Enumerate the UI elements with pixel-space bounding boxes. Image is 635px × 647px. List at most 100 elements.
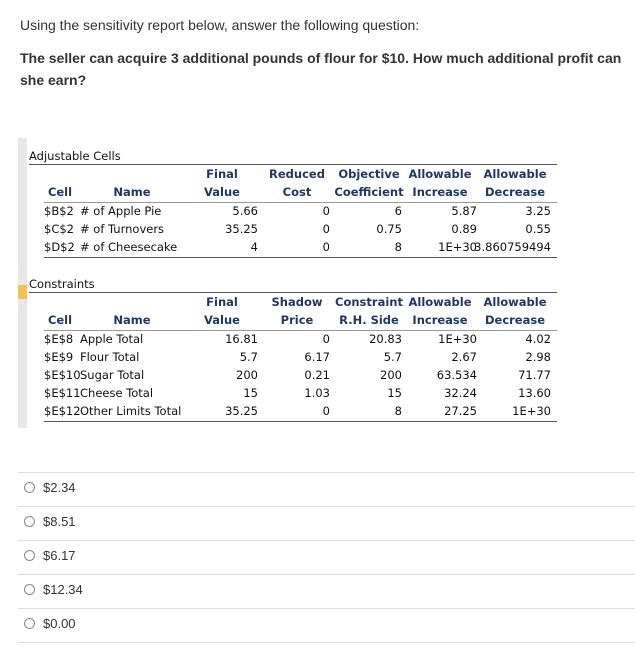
cell: 2.98 <box>525 350 551 364</box>
cell: 1.03 <box>304 386 330 400</box>
radio-button[interactable] <box>24 550 35 561</box>
radio-button[interactable] <box>24 618 35 629</box>
column-header: Decrease <box>484 185 546 199</box>
cell: 2.67 <box>451 350 477 364</box>
option-label[interactable]: $12.34 <box>43 582 83 597</box>
cell: # of Cheesecake <box>80 240 178 254</box>
cell: $B$2 <box>44 204 74 218</box>
column-header: Final <box>206 295 238 309</box>
separator <box>18 642 635 643</box>
radio-button[interactable] <box>24 584 35 595</box>
rule <box>44 257 557 258</box>
cell: 5.87 <box>451 204 477 218</box>
cell: $C$2 <box>44 222 74 236</box>
cell: 1E+30 <box>438 332 477 346</box>
column-header: Name <box>113 185 151 199</box>
rule <box>44 330 557 331</box>
cell: 4 <box>250 240 258 254</box>
option-label[interactable]: $8.51 <box>43 514 76 529</box>
cell: Other Limits Total <box>80 404 182 418</box>
sheet-marker <box>18 285 27 299</box>
cell: # of Turnovers <box>80 222 165 236</box>
section-title: Adjustable Cells <box>29 149 121 163</box>
column-header: Increase <box>412 313 468 327</box>
cell: 4.02 <box>525 332 551 346</box>
option-label[interactable]: $6.17 <box>43 548 76 563</box>
column-header: Final <box>206 167 238 181</box>
column-header: Coefficient <box>334 185 404 199</box>
cell: 6 <box>394 204 402 218</box>
cell: Apple Total <box>80 332 144 346</box>
cell: 16.81 <box>225 332 258 346</box>
cell: 0.89 <box>451 222 477 236</box>
cell: 1E+30 <box>512 404 551 418</box>
cell: 8 <box>394 404 402 418</box>
cell: 6.17 <box>304 350 330 364</box>
cell: 15 <box>387 386 402 400</box>
cell: 20.83 <box>369 332 402 346</box>
cell: 15 <box>243 386 258 400</box>
cell: 35.25 <box>225 404 258 418</box>
cell: 0 <box>322 240 330 254</box>
cell: 3.25 <box>525 204 551 218</box>
cell: $E$11 <box>44 386 81 400</box>
column-header: Allowable <box>483 295 547 309</box>
rule <box>44 202 557 203</box>
cell: 200 <box>236 368 258 382</box>
cell: 0.21 <box>304 368 330 382</box>
separator <box>18 506 635 507</box>
section-title: Constraints <box>29 277 95 291</box>
cell: 1E+30 <box>438 240 477 254</box>
column-header: Decrease <box>484 313 546 327</box>
column-header: Allowable <box>483 167 547 181</box>
separator <box>18 472 635 473</box>
option-label[interactable]: $0.00 <box>43 616 76 631</box>
cell: $D$2 <box>44 240 75 254</box>
cell: 0 <box>322 332 330 346</box>
cell: 5.7 <box>383 350 402 364</box>
cell: 200 <box>380 368 402 382</box>
column-header: Increase <box>412 185 468 199</box>
column-header: Cost <box>282 185 312 199</box>
cell: Sugar Total <box>80 368 145 382</box>
cell: 8 <box>394 240 402 254</box>
cell: $E$8 <box>44 332 74 346</box>
cell: 35.25 <box>225 222 258 236</box>
radio-button[interactable] <box>24 516 35 527</box>
cell: 0 <box>322 204 330 218</box>
separator <box>18 608 635 609</box>
cell: Flour Total <box>80 350 140 364</box>
column-header: Price <box>280 313 314 327</box>
cell: 0.55 <box>525 222 551 236</box>
rule <box>29 292 557 293</box>
question-text: The seller can acquire 3 additional poun… <box>20 50 622 88</box>
column-header: Value <box>204 185 240 199</box>
separator <box>18 540 635 541</box>
cell: 32.24 <box>444 386 477 400</box>
cell: $E$10 <box>44 368 81 382</box>
column-header: Allowable <box>408 167 472 181</box>
cell: 3.860759494 <box>474 240 551 254</box>
column-header: Value <box>204 313 240 327</box>
cell: # of Apple Pie <box>80 204 162 218</box>
column-header: Cell <box>47 185 73 199</box>
cell: Cheese Total <box>80 386 154 400</box>
cell: 0.75 <box>376 222 402 236</box>
rule <box>44 421 557 422</box>
cell: 5.7 <box>239 350 258 364</box>
cell: $E$9 <box>44 350 74 364</box>
column-header: Reduced <box>269 167 325 181</box>
column-header: Objective <box>338 167 400 181</box>
cell: 63.534 <box>436 368 477 382</box>
option-label[interactable]: $2.34 <box>43 480 76 495</box>
cell: 0 <box>322 404 330 418</box>
column-header: Allowable <box>408 295 472 309</box>
cell: 71.77 <box>518 368 551 382</box>
question-intro: Using the sensitivity report below, answ… <box>20 17 420 33</box>
column-header: Name <box>113 313 151 327</box>
sensitivity-report: Adjustable Cells Cell Name Final Value Reduce… <box>18 138 566 428</box>
column-header: Cell <box>47 313 73 327</box>
radio-button[interactable] <box>24 482 35 493</box>
sheet-margin <box>18 138 27 428</box>
